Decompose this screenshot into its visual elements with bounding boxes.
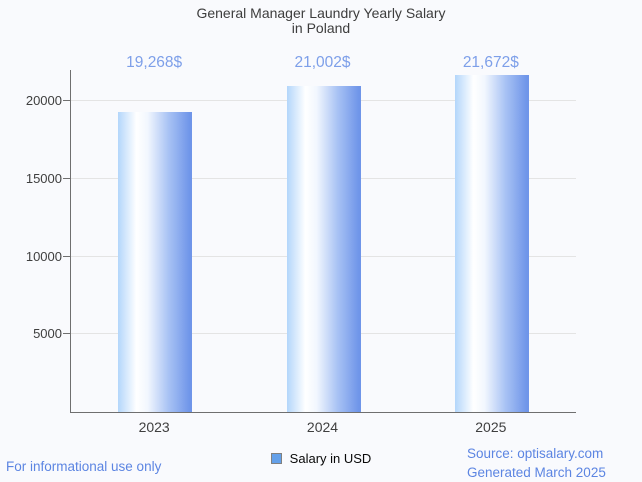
y-tick-5000 [63,333,70,335]
y-axis-label-5000: 5000 [33,326,62,342]
value-label-row: 19,268$ 21,002$ 21,672$ [0,54,642,74]
value-label-2025: 21,672$ [462,54,519,71]
chart-title: General Manager Laundry Yearly Salary [196,5,446,21]
y-axis-label-10000: 10000 [25,248,62,264]
source-block: Source: optisalary.com Generated March 2… [467,444,606,482]
x-axis-label-row: 2023 2024 2025 [0,419,642,437]
generated-text: Generated March 2025 [467,465,606,480]
value-label-2023: 19,268$ [126,54,183,71]
y-tick-15000 [63,177,70,179]
y-tick-20000 [63,100,70,102]
source-text: Source: optisalary.com [467,446,604,461]
value-label-2024: 21,002$ [294,54,351,71]
plot-area: 5000 10000 15000 20000 [26,70,576,413]
bar-2025[interactable] [454,75,529,412]
legend: Salary in USD [0,451,642,466]
x-axis-label-2025: 2025 [475,419,507,435]
legend-swatch-icon [270,453,282,464]
bar-2023[interactable] [118,112,193,412]
chart-subtitle: in Poland [291,20,351,36]
y-axis-label-20000: 20000 [25,93,62,109]
chart-title-block: General Manager Laundry Yearly Salary in… [0,6,642,36]
disclaimer-text: For informational use only [6,459,162,474]
bar-2024[interactable] [286,85,361,412]
x-axis-label-2024: 2024 [306,419,339,435]
x-axis-label-2023: 2023 [138,419,170,435]
y-tick-10000 [63,255,70,257]
y-axis-label-15000: 15000 [25,170,62,186]
legend-label: Salary in USD [289,451,372,466]
